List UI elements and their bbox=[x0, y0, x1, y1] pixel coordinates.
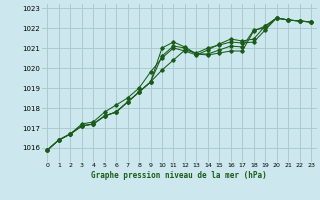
X-axis label: Graphe pression niveau de la mer (hPa): Graphe pression niveau de la mer (hPa) bbox=[91, 171, 267, 180]
